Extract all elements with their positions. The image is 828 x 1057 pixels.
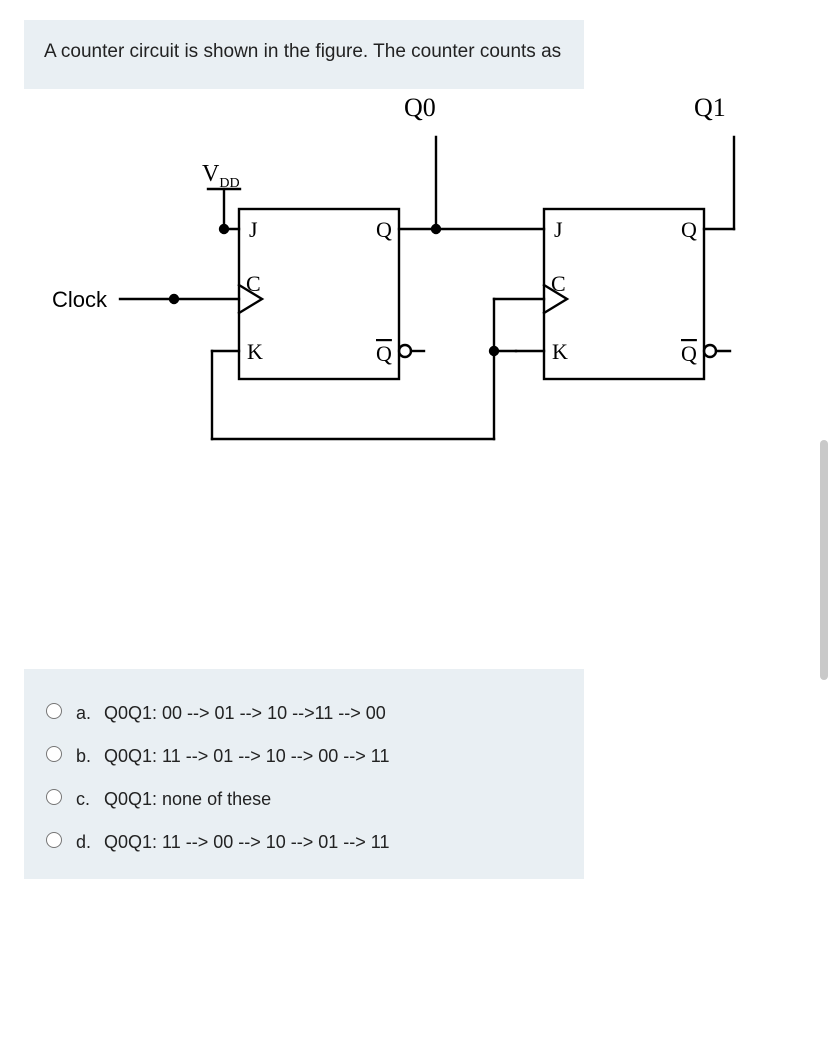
option-b-radio[interactable] [46,746,62,762]
option-d-row[interactable]: d. Q0Q1: 11 --> 00 --> 10 --> 01 --> 11 [46,828,562,853]
ff2-q-label: Q [681,217,697,242]
option-a-letter: a. [76,703,104,724]
ff1-j-label: J [249,217,258,242]
option-d-text: Q0Q1: 11 --> 00 --> 10 --> 01 --> 11 [104,832,562,853]
ff2-j-label: J [554,217,563,242]
question-stem: A counter circuit is shown in the figure… [24,20,584,89]
option-c-row[interactable]: c. Q0Q1: none of these [46,785,562,810]
ff1-c-label: C [246,271,261,296]
ff1-q-label: Q [376,217,392,242]
option-c-letter: c. [76,789,104,810]
answer-options: a. Q0Q1: 00 --> 01 --> 10 -->11 --> 00 b… [24,669,584,879]
option-b-row[interactable]: b. Q0Q1: 11 --> 01 --> 10 --> 00 --> 11 [46,742,562,767]
scrollbar-thumb[interactable] [820,440,828,680]
option-a-row[interactable]: a. Q0Q1: 00 --> 01 --> 10 -->11 --> 00 [46,699,562,724]
option-b-letter: b. [76,746,104,767]
option-c-radio[interactable] [46,789,62,805]
option-a-text: Q0Q1: 00 --> 01 --> 10 -->11 --> 00 [104,703,562,724]
option-c-text: Q0Q1: none of these [104,789,562,810]
ff1-k-label: K [247,339,263,364]
circuit-svg: J C K Q Q J C K Q Q [24,89,764,509]
ff2-k-label: K [552,339,568,364]
option-a-radio[interactable] [46,703,62,719]
option-d-radio[interactable] [46,832,62,848]
ff2-qbar-label: Q [681,341,697,366]
option-b-text: Q0Q1: 11 --> 01 --> 10 --> 00 --> 11 [104,746,562,767]
option-d-letter: d. [76,832,104,853]
ff1-qbar-label: Q [376,341,392,366]
circuit-diagram: Q0 Q1 VDD Clock [24,89,764,669]
question-text: A counter circuit is shown in the figure… [44,41,561,62]
ff2-c-label: C [551,271,566,296]
